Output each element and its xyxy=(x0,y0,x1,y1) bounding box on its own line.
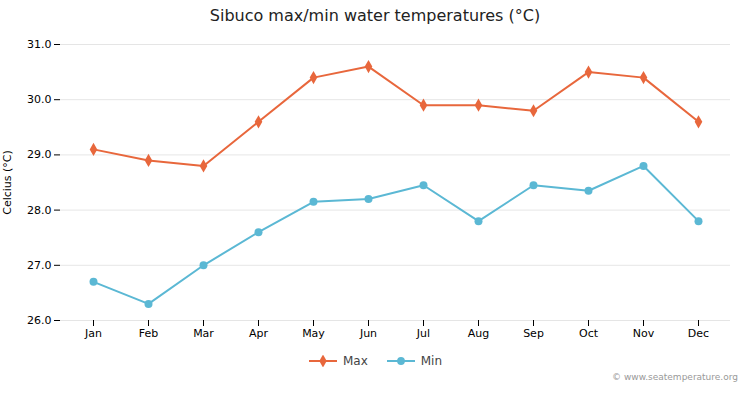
svg-text:Dec: Dec xyxy=(688,327,709,340)
svg-text:Oct: Oct xyxy=(579,327,599,340)
svg-text:May: May xyxy=(302,327,325,340)
svg-text:Celcius (°C): Celcius (°C) xyxy=(1,150,14,215)
svg-text:Jul: Jul xyxy=(416,327,430,340)
svg-text:Nov: Nov xyxy=(633,327,655,340)
html-text:Sibuco max/min water temperatu: Sibuco max/min water temperatures (°C) xyxy=(209,6,541,25)
html-text:Max: Max xyxy=(342,354,368,368)
svg-text:Feb: Feb xyxy=(139,327,158,340)
svg-text:30.0: 30.0 xyxy=(27,93,52,106)
html-text:© www.seatemperature.org: © www.seatemperature.org xyxy=(612,372,738,382)
svg-text:Jan: Jan xyxy=(84,327,102,340)
svg-text:26.0: 26.0 xyxy=(27,314,52,327)
svg-text:Mar: Mar xyxy=(193,327,214,340)
html-text:Min: Min xyxy=(420,354,442,368)
svg-text:Jun: Jun xyxy=(359,327,377,340)
svg-text:Sep: Sep xyxy=(523,327,544,340)
svg-text:31.0: 31.0 xyxy=(27,38,52,51)
svg-text:28.0: 28.0 xyxy=(27,204,52,217)
svg-text:Aug: Aug xyxy=(468,327,489,340)
svg-text:Apr: Apr xyxy=(249,327,269,340)
svg-text:29.0: 29.0 xyxy=(27,148,52,161)
svg-text:27.0: 27.0 xyxy=(27,259,52,272)
